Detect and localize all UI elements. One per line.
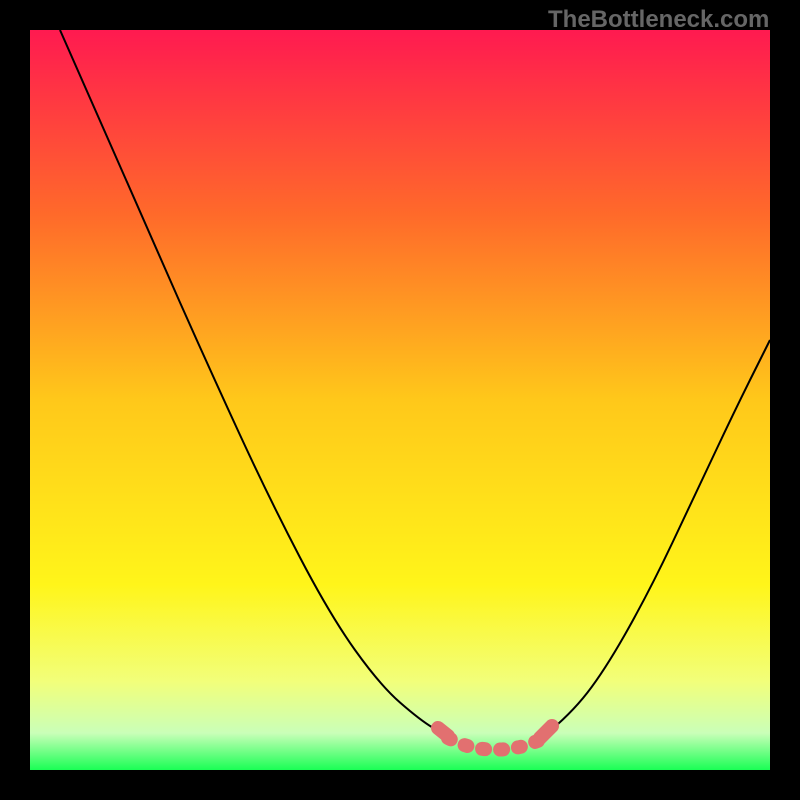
watermark-text: TheBottleneck.com <box>548 6 769 34</box>
plot-gradient-area <box>30 30 770 770</box>
